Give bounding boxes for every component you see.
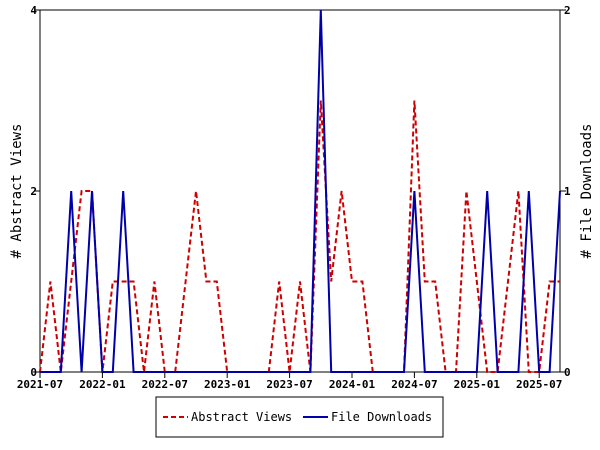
- legend: Abstract Views File Downloads: [155, 396, 444, 438]
- legend-label-file-downloads: File Downloads: [331, 410, 432, 424]
- y-right-tick-label: 1: [564, 185, 571, 198]
- x-tick-label: 2025-01: [454, 378, 501, 391]
- series-line-abstract-views: [39, 100, 560, 373]
- y-axis-left-title: # Abstract Views: [9, 124, 25, 259]
- x-tick-label: 2021-07: [17, 378, 63, 391]
- x-axis: 2021-07 2022-01 2022-07 2023-01 2023-07 2024-…: [17, 372, 562, 391]
- x-tick-label: 2024-07: [391, 378, 437, 391]
- x-tick-label: 2024-01: [329, 378, 376, 391]
- legend-box: [155, 396, 444, 438]
- x-tick-label: 2022-07: [142, 378, 188, 391]
- legend-label-abstract-views: Abstract Views: [191, 410, 292, 424]
- y-left-tick-label: 2: [30, 185, 37, 198]
- x-tick-label: 2022-01: [79, 378, 126, 391]
- series-line-file-downloads: [40, 9, 561, 373]
- x-tick-label: 2025-07: [516, 378, 562, 391]
- plot-frame: [39, 9, 561, 373]
- y-left-tick-label: 0: [30, 366, 37, 379]
- y-axis-right: 0 1 2: [560, 4, 571, 379]
- y-right-tick-label: 2: [564, 4, 571, 17]
- y-left-tick-label: 4: [30, 4, 37, 17]
- plot-area: [39, 9, 561, 373]
- x-tick-label: 2023-07: [266, 378, 312, 391]
- x-tick-label: 2023-01: [204, 378, 251, 391]
- y-right-tick-label: 0: [564, 366, 571, 379]
- y-axis-left: 0 2 4: [30, 4, 40, 379]
- y-axis-right-title: # File Downloads: [579, 124, 595, 259]
